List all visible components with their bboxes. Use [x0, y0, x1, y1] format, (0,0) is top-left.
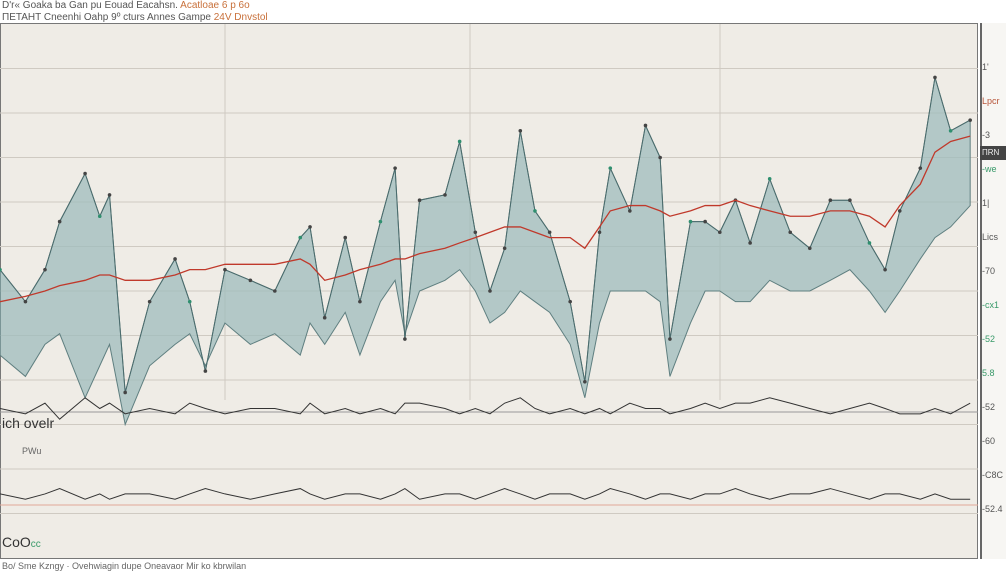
data-point — [248, 278, 253, 283]
data-point — [473, 230, 478, 235]
data-point — [322, 315, 327, 320]
right-axis-label: Lpcr — [982, 96, 1000, 106]
data-point — [703, 219, 707, 224]
data-point — [343, 235, 348, 240]
data-point — [897, 209, 902, 213]
data-point — [298, 235, 303, 240]
right-axis-label: -60 — [982, 436, 996, 446]
data-point — [123, 390, 127, 395]
header-accent: Acatloae 6 p 6o — [180, 0, 250, 11]
data-point — [457, 139, 462, 144]
data-point — [883, 267, 887, 272]
data-point — [867, 241, 872, 245]
data-point — [378, 219, 383, 224]
right-axis-label: 5.8 — [982, 368, 995, 378]
red-line-series — [0, 135, 971, 303]
header-line-1: D'r« Goaka ba Gan pu Eouad Eacahsn. Acat… — [2, 0, 250, 11]
mid-panel-label: ich ovelr — [2, 415, 55, 431]
header-text: D'r« Goaka ba Gan pu Eouad Eacahsn. — [2, 0, 178, 11]
data-point — [643, 123, 648, 128]
data-point — [43, 267, 47, 272]
data-point — [358, 299, 362, 304]
data-point — [308, 225, 312, 229]
right-axis-label: -3 — [982, 130, 991, 140]
right-axis — [980, 23, 1006, 559]
mid-line-series — [0, 397, 971, 420]
data-point — [918, 166, 923, 170]
data-point — [488, 289, 492, 293]
data-point — [547, 230, 552, 235]
data-point — [583, 379, 587, 384]
right-axis-label: -52 — [982, 334, 996, 344]
data-point — [933, 75, 937, 80]
data-point — [518, 129, 523, 133]
bottom-label-text: CoO — [2, 534, 31, 550]
header-line-2: ΠΕΤΑΗΤ Cneenhi Oahp 9º cturs Annes Gampe… — [2, 12, 268, 23]
header-accent: 24V Dnvstol — [213, 12, 268, 23]
area-series — [0, 77, 971, 427]
mid-panel-sublabel: PWu — [22, 446, 42, 456]
data-point — [748, 241, 752, 245]
price-tag: ΠRN — [980, 146, 1006, 160]
right-axis-label: -70 — [982, 266, 996, 276]
header-text: ΠΕΤΑΗΤ Cneenhi Oahp 9º cturs Annes Gampe — [2, 12, 211, 23]
bottom-line-series — [0, 487, 971, 500]
data-point — [147, 299, 152, 304]
data-point — [688, 219, 693, 224]
bottom-label-accent: cc — [30, 539, 41, 550]
data-point — [807, 246, 812, 251]
data-point — [97, 214, 102, 219]
data-point — [597, 230, 602, 235]
right-axis-label: 1' — [982, 62, 989, 72]
data-point — [57, 219, 62, 224]
data-point — [533, 209, 537, 213]
data-point — [658, 155, 662, 160]
footer: Bo/ Sme Kzngy · Ovehwiagin dupe Oneavaor… — [2, 561, 247, 571]
right-axis-label: -C8C — [982, 470, 1004, 480]
right-axis-label: Lics — [982, 232, 999, 242]
bottom-panel-label: CoOcc — [2, 534, 41, 550]
data-point — [0, 267, 2, 272]
data-point — [83, 171, 87, 176]
data-point — [608, 166, 613, 170]
data-point — [403, 337, 407, 341]
data-point — [968, 118, 972, 122]
chart-svg — [0, 24, 978, 514]
data-point — [393, 166, 397, 170]
data-point — [788, 230, 793, 235]
data-point — [107, 193, 112, 197]
data-point — [187, 299, 192, 304]
data-point — [223, 267, 227, 272]
data-point — [417, 198, 422, 203]
data-point — [273, 289, 277, 293]
data-point — [767, 177, 772, 181]
data-point — [848, 198, 852, 203]
right-axis-label: -cx1 — [982, 300, 1000, 310]
data-point — [948, 129, 953, 133]
data-point — [668, 337, 672, 341]
data-point — [443, 193, 447, 197]
right-axis-label: -52 — [982, 402, 996, 412]
data-point — [502, 246, 507, 251]
right-axis-label: -we — [982, 164, 997, 174]
data-point — [568, 299, 572, 304]
data-point — [23, 299, 28, 304]
right-axis-label: -52.4 — [982, 504, 1003, 514]
data-point — [173, 257, 177, 261]
data-point — [203, 369, 208, 373]
right-axis-label: 1| — [982, 198, 990, 208]
data-point — [628, 209, 632, 213]
data-point — [718, 230, 722, 235]
data-point — [828, 198, 833, 203]
